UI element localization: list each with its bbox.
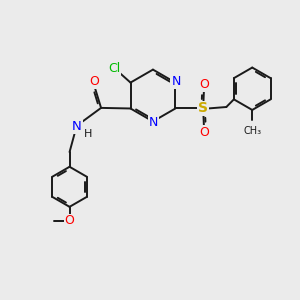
Text: H: H (84, 129, 92, 140)
Text: N: N (171, 76, 181, 88)
Text: N: N (149, 116, 158, 128)
Text: O: O (89, 75, 99, 88)
Text: N: N (72, 120, 82, 133)
Text: O: O (200, 125, 209, 139)
Text: O: O (200, 78, 209, 92)
Text: S: S (198, 101, 208, 116)
Text: CH₃: CH₃ (243, 126, 261, 136)
Text: O: O (64, 214, 74, 227)
Text: Cl: Cl (108, 62, 120, 75)
